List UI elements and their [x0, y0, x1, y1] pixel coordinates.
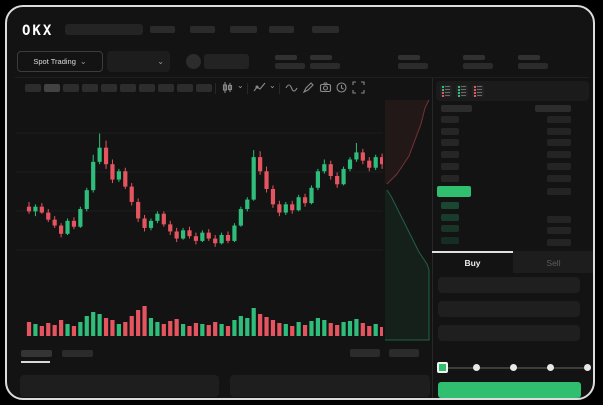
- stat-value-bar: [518, 63, 548, 69]
- stat-value-bar: [310, 63, 340, 69]
- stat-label-bar: [398, 55, 420, 60]
- timeframe-button[interactable]: [120, 84, 136, 92]
- chart-bottom-tab[interactable]: [62, 350, 93, 357]
- ask-row-price-bar[interactable]: [441, 116, 459, 123]
- chevron-down-icon: ⌄: [157, 56, 164, 66]
- slider-stop-dot[interactable]: [510, 364, 517, 371]
- bid-row-price-bar[interactable]: [441, 225, 459, 233]
- active-tab-underline: [21, 361, 50, 363]
- range-button[interactable]: [389, 349, 419, 357]
- depth-chart: [385, 99, 430, 341]
- ask-row-price-bar[interactable]: [441, 174, 459, 182]
- tab-sell[interactable]: Sell: [513, 251, 593, 273]
- timeframe-button[interactable]: [25, 84, 41, 92]
- timeframe-button[interactable]: [177, 84, 193, 92]
- ask-row-amount-bar[interactable]: [547, 151, 571, 159]
- tab-buy[interactable]: Buy: [432, 251, 513, 273]
- stat-value-bar: [275, 63, 305, 69]
- bid-row-price-bar[interactable]: [441, 213, 459, 221]
- buy-submit-button[interactable]: [438, 382, 581, 398]
- indicators-icon[interactable]: [253, 81, 266, 94]
- slider-handle[interactable]: [437, 362, 448, 373]
- nav-item-bar[interactable]: [150, 26, 175, 33]
- nav-item-bar[interactable]: [230, 26, 257, 33]
- timeframe-button[interactable]: [82, 84, 98, 92]
- bid-row-price-bar[interactable]: [441, 237, 459, 245]
- order-input-field[interactable]: [438, 277, 580, 293]
- fullscreen-icon[interactable]: [352, 81, 365, 94]
- orderbook-header-price-bar: [441, 105, 472, 112]
- camera-icon[interactable]: [319, 81, 332, 94]
- chevron-down-icon: ⌄: [79, 56, 87, 66]
- history-panel-skeleton: [230, 375, 430, 397]
- order-input-field[interactable]: [438, 325, 580, 341]
- chart-bottom-tab-active[interactable]: [21, 350, 52, 357]
- ask-row-amount-bar[interactable]: [547, 139, 571, 147]
- last-price-amount-bar: [547, 188, 571, 195]
- timeframe-button[interactable]: [139, 84, 155, 92]
- header-action-button[interactable]: [204, 54, 249, 69]
- trade-side-tabs: Buy Sell: [432, 251, 593, 273]
- ask-row-amount-bar[interactable]: [547, 127, 571, 135]
- ask-row-price-bar[interactable]: [441, 127, 459, 135]
- bid-row-amount-bar[interactable]: [547, 215, 571, 223]
- avatar[interactable]: [186, 54, 201, 69]
- ask-row-price-bar[interactable]: [441, 151, 459, 159]
- timeframe-button[interactable]: [196, 84, 212, 92]
- bid-row-amount-bar[interactable]: [547, 227, 571, 235]
- timeframe-button[interactable]: [44, 84, 60, 92]
- nav-item-bar[interactable]: [269, 26, 294, 33]
- timeframe-button[interactable]: [158, 84, 174, 92]
- draw-tool-icon[interactable]: [302, 81, 315, 94]
- orderbook-layout-icon-asks[interactable]: [472, 85, 484, 97]
- pair-selector-dropdown[interactable]: ⌄: [107, 51, 170, 72]
- chart-style-icon[interactable]: [221, 81, 234, 94]
- panel-divider: [432, 78, 433, 398]
- orderbook-layout-icon-both[interactable]: [440, 85, 452, 97]
- stat-value-bar: [463, 63, 493, 69]
- ask-row-amount-bar[interactable]: [547, 174, 571, 182]
- nav-item-bar[interactable]: [312, 26, 339, 33]
- chevron-down-icon[interactable]: ⌄: [269, 81, 276, 90]
- stat-label-bar: [518, 55, 540, 60]
- slider-stop-dot[interactable]: [547, 364, 554, 371]
- stat-label-bar: [275, 55, 297, 60]
- orderbook-toolbar: [436, 81, 589, 101]
- candlestick-chart[interactable]: [16, 98, 383, 342]
- orders-panel-skeleton: [20, 375, 219, 397]
- market-type-label: Spot Trading: [33, 57, 76, 66]
- ask-row-price-bar[interactable]: [441, 162, 459, 170]
- timeframe-button[interactable]: [101, 84, 117, 92]
- orderbook-header-amount-bar: [535, 105, 571, 112]
- wave-line-icon[interactable]: [285, 81, 298, 94]
- app-window: OKX Spot Trading ⌄ ⌄ ⌄: [5, 5, 595, 400]
- last-price-highlight[interactable]: [437, 186, 471, 197]
- alert-clock-icon[interactable]: [335, 81, 348, 94]
- chevron-down-icon[interactable]: ⌄: [237, 81, 244, 90]
- header-divider: [15, 77, 589, 78]
- nav-item-bar[interactable]: [190, 26, 215, 33]
- ask-row-amount-bar[interactable]: [547, 116, 571, 123]
- range-button[interactable]: [350, 349, 380, 357]
- search-input[interactable]: [65, 24, 143, 35]
- ask-row-amount-bar[interactable]: [547, 162, 571, 170]
- bid-row-amount-bar[interactable]: [547, 239, 571, 247]
- bid-row-price-bar[interactable]: [441, 202, 459, 209]
- amount-slider[interactable]: [437, 362, 591, 373]
- slider-stop-dot[interactable]: [584, 364, 591, 371]
- ask-row-price-bar[interactable]: [441, 139, 459, 147]
- timeframe-button[interactable]: [63, 84, 79, 92]
- stat-label-bar: [310, 55, 332, 60]
- slider-stop-dot[interactable]: [473, 364, 480, 371]
- market-type-dropdown[interactable]: Spot Trading ⌄: [17, 51, 103, 72]
- order-input-field[interactable]: [438, 301, 580, 317]
- stat-value-bar: [398, 63, 428, 69]
- stat-label-bar: [463, 55, 485, 60]
- orderbook-layout-icon-bids[interactable]: [456, 85, 468, 97]
- okx-logo[interactable]: OKX: [22, 23, 54, 39]
